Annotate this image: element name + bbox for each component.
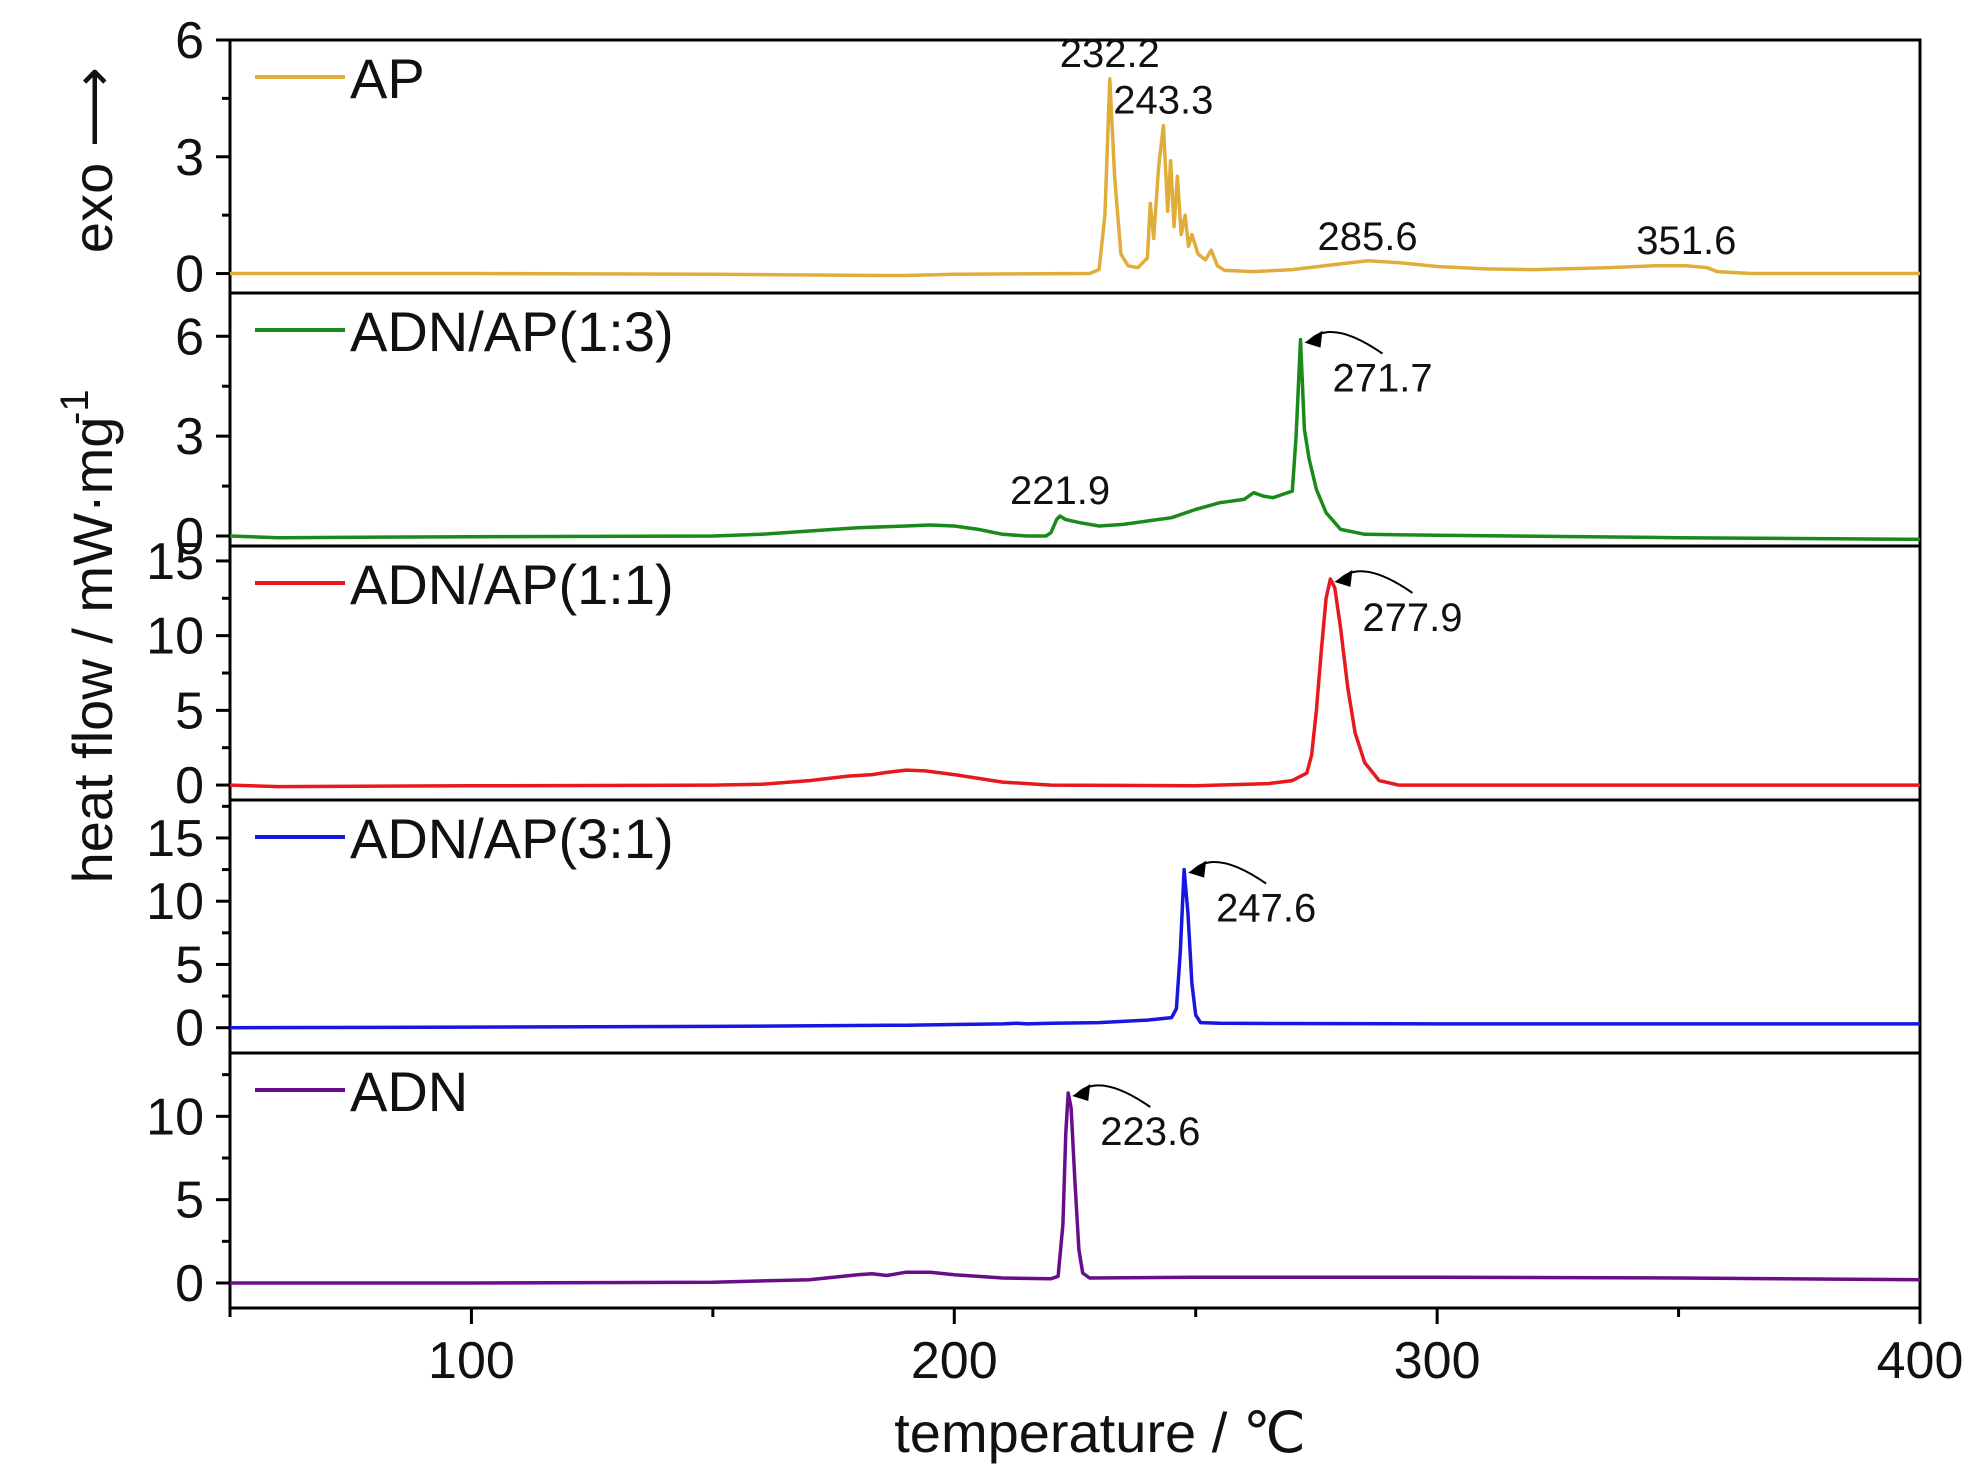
peak-label: 221.9 <box>1010 469 1110 513</box>
y-axis-title-superscript: -1 <box>53 389 97 425</box>
peak-label: 277.9 <box>1362 596 1462 640</box>
x-tick-label: 300 <box>1394 1332 1481 1390</box>
y-tick-label: 10 <box>146 873 204 931</box>
y-tick-label: 10 <box>146 1088 204 1146</box>
panel-frame <box>228 1051 1922 1310</box>
peak-arrowhead <box>1334 569 1353 587</box>
y-tick-label: 0 <box>175 508 204 566</box>
peak-label: 271.7 <box>1332 357 1432 401</box>
y-tick-label: 0 <box>175 1255 204 1313</box>
peak-arrowhead <box>1304 330 1323 348</box>
y-axis-title: heat flow / mW·mg -1 <box>53 389 124 883</box>
y-tick-label: 0 <box>175 1000 204 1058</box>
y-tick-label: 5 <box>175 682 204 740</box>
y-tick-label: 5 <box>175 1172 204 1230</box>
legend-label-ap: AP <box>350 47 425 110</box>
peak-arrowhead <box>1072 1084 1091 1101</box>
legend-label-adn-ap-1-3: ADN/AP(1:3) <box>350 300 674 363</box>
x-axis-title: temperature / ℃ <box>894 1401 1306 1464</box>
legend-label-adn-ap-1-1: ADN/AP(1:1) <box>350 553 674 616</box>
series-line-adn-ap-3-1 <box>229 867 1920 1030</box>
peak-label: 232.2 <box>1060 32 1160 76</box>
y-tick-label: 6 <box>175 12 204 70</box>
peak-label: 223.6 <box>1100 1110 1200 1154</box>
x-axis: 100 200 300 400 <box>228 1308 1964 1390</box>
panel-adn-ap-1-3: 0 3 6 ADN/AP(1:3) 221.9 271.7 <box>175 291 1922 566</box>
y-tick-label: 15 <box>146 533 204 591</box>
panel-adn-ap-1-1: 0 5 10 15 ADN/AP(1:1) 277.9 <box>146 533 1922 815</box>
legend-label-adn-ap-3-1: ADN/AP(3:1) <box>350 807 674 870</box>
series-line-adn-ap-1-3 <box>229 337 1921 542</box>
y-tick-label: 15 <box>146 810 204 868</box>
exo-label: exo ⟶ <box>61 67 124 253</box>
peak-label: 285.6 <box>1318 215 1418 259</box>
x-tick-label: 200 <box>911 1332 998 1390</box>
peak-arrowhead <box>1188 860 1207 878</box>
y-tick-label: 3 <box>175 129 204 187</box>
peak-label: 247.6 <box>1216 887 1316 931</box>
series-line-adn-ap-1-1 <box>229 577 1920 789</box>
y-tick-label: 0 <box>175 757 204 815</box>
x-tick-label: 400 <box>1877 1332 1964 1390</box>
panel-adn: 0 5 10 ADN 223.6 <box>146 1051 1922 1313</box>
y-tick-label: 10 <box>146 608 204 666</box>
y-tick-label: 0 <box>175 246 204 304</box>
y-tick-label: 6 <box>175 308 204 366</box>
series-line-adn <box>230 1091 1921 1285</box>
peak-label: 243.3 <box>1113 79 1213 123</box>
peak-label: 351.6 <box>1636 219 1736 263</box>
x-tick-label: 100 <box>428 1332 515 1390</box>
y-tick-label: 3 <box>175 408 204 466</box>
y-axis-title-main: heat flow / mW·mg <box>61 417 124 884</box>
y-tick-label: 5 <box>175 936 204 994</box>
series-line-ap <box>230 77 1920 278</box>
legend-label-adn: ADN <box>350 1060 468 1123</box>
